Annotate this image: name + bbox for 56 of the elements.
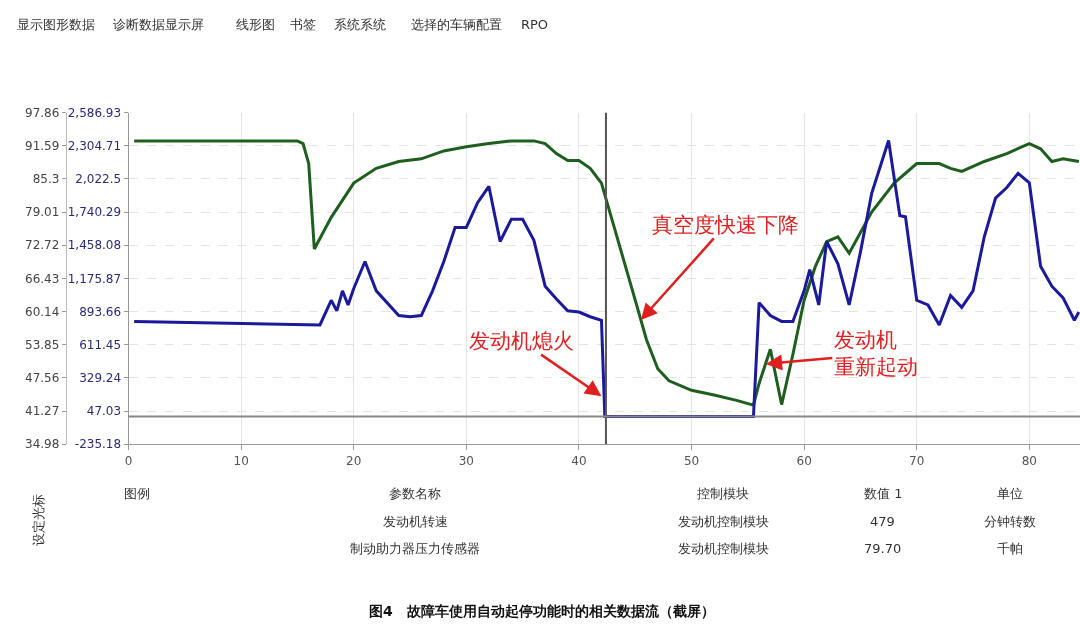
y2-tick-label: 2,022.5 [75, 172, 122, 187]
text: 分钟转数 [984, 514, 1036, 529]
text: 书签 [290, 17, 316, 32]
y-tick-label: 47.56 [25, 371, 60, 386]
y-tick-label: 79.01 [25, 205, 60, 220]
caption: 图4 故障车使用自动起停功能时的相关数据流（截屏） [369, 603, 715, 619]
y2-tick-label: 1,175.87 [67, 271, 122, 286]
y-tick-label: 91.59 [25, 138, 60, 153]
x-tick-label: 60 [796, 453, 812, 468]
y2-tick-label: 2,586.93 [67, 105, 122, 120]
annotation: 真空度快速下降 [652, 213, 799, 237]
y-tick-label: 53.85 [25, 337, 60, 352]
y2-tick-label: 1,458.08 [67, 238, 122, 253]
text: 图例 [124, 486, 150, 501]
x-tick-label: 80 [1021, 453, 1037, 468]
text: 诊断数据显示屏 [113, 17, 204, 32]
text: 千帕 [997, 541, 1023, 556]
text: 设定光标 [31, 494, 47, 547]
x-tick-label: 20 [346, 453, 362, 468]
y-tick-label: 72.72 [25, 238, 60, 253]
text: 选择的车辆配置 [411, 17, 502, 32]
text: 发动机控制模块 [678, 541, 769, 556]
y2-tick-label: 329.24 [79, 371, 122, 386]
y2-tick-label: -235.18 [74, 437, 122, 452]
text: 79.70 [864, 541, 902, 556]
y2-tick-label: 611.45 [79, 337, 122, 352]
text: RPO [521, 17, 549, 32]
y-tick-label: 85.3 [32, 172, 60, 187]
y2-tick-label: 2,304.71 [67, 139, 122, 153]
y-tick-label: 66.43 [25, 271, 60, 286]
y-tick-label: 34.98 [25, 437, 60, 452]
text: 控制模块 [697, 486, 749, 501]
annotation: 发动机熄火 [469, 329, 574, 353]
text: 单位 [997, 486, 1023, 501]
text: 参数名称 [389, 486, 441, 501]
y-tick-label: 41.27 [25, 404, 60, 419]
y-tick-label: 97.86 [25, 105, 60, 120]
text: 显示图形数据 [17, 17, 95, 32]
text: 制动助力器压力传感器 [350, 541, 480, 556]
text: 发动机转速 [383, 514, 448, 529]
x-tick-label: 40 [571, 453, 587, 468]
y2-tick-label: 47.03 [86, 404, 122, 419]
text: 系统系统 [334, 17, 386, 32]
y2-tick-label: 893.66 [79, 304, 122, 319]
x-tick-label: 50 [683, 453, 700, 468]
y2-tick-label: 1,740.29 [67, 205, 122, 220]
x-tick-label: 30 [458, 453, 474, 468]
x-tick-label: 0 [124, 453, 133, 468]
annotation: 发动机重新起动 [834, 328, 918, 380]
x-tick-label: 10 [233, 453, 249, 468]
y-tick-label: 60.14 [25, 304, 60, 319]
text: 数值 1 [864, 486, 903, 501]
text: 线形图 [236, 17, 275, 32]
x-tick-label: 70 [909, 453, 925, 468]
text: 479 [870, 514, 895, 529]
text: 发动机控制模块 [678, 514, 769, 529]
